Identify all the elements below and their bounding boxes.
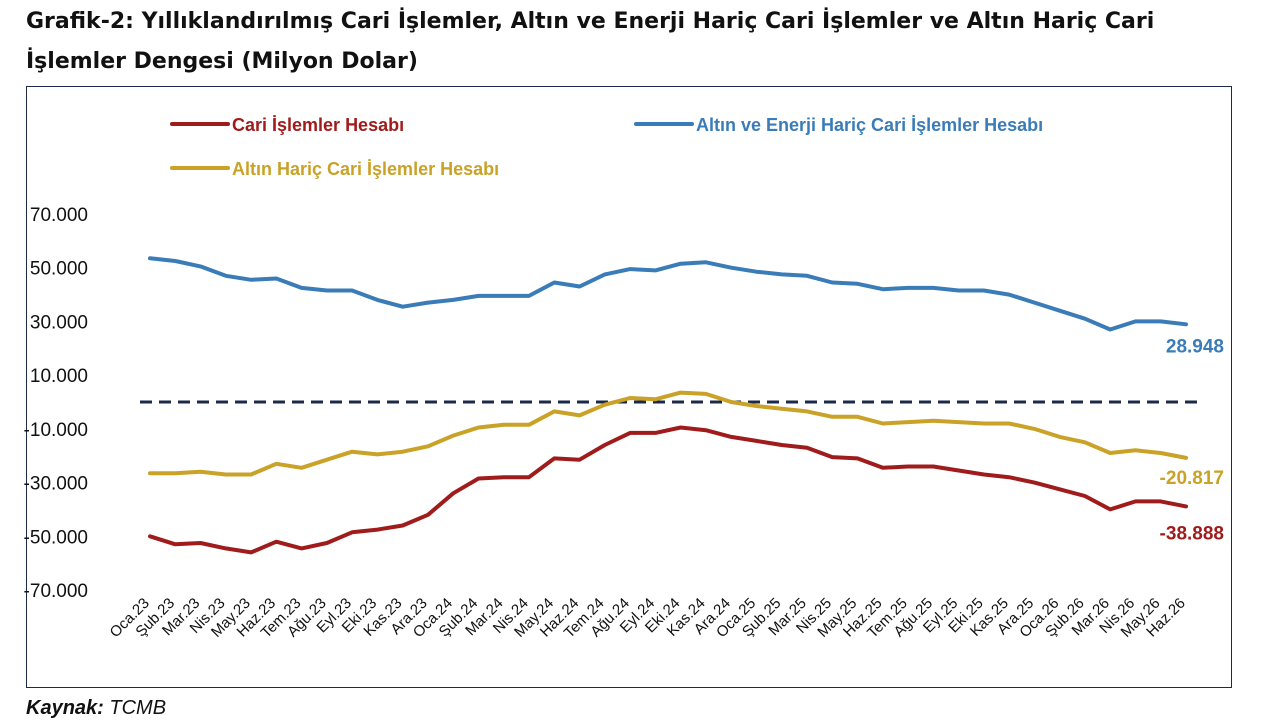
legend-label-2: Altın Hariç Cari İşlemler Hesabı: [232, 159, 499, 179]
end-label-1: 28.948: [1166, 336, 1224, 357]
series-line-2: [148, 390, 1188, 477]
y-tick-label: 30.000: [30, 312, 88, 333]
source-note: Kaynak: TCMB: [26, 697, 166, 720]
source-label: Kaynak:: [26, 697, 104, 719]
y-tick-label: -70.000: [24, 581, 88, 602]
legend-label-0: Cari İşlemler Hesabı: [232, 115, 404, 135]
source-value: TCMB: [103, 697, 167, 719]
y-tick-label: 70.000: [30, 205, 88, 226]
chart-frame: [26, 86, 1232, 688]
page-title: Grafik-2: Yıllıklandırılmış Cari İşlemle…: [26, 9, 1155, 74]
y-tick-label: -30.000: [24, 474, 88, 495]
end-label-0: -38.888: [1160, 523, 1224, 544]
series-line-0: [148, 425, 1188, 555]
series-line-1: [148, 256, 1188, 332]
y-tick-label: 50.000: [30, 259, 88, 280]
y-tick-label: -50.000: [24, 527, 88, 548]
end-label-2: -20.817: [1160, 468, 1224, 489]
y-tick-label: -10.000: [24, 420, 88, 441]
legend-label-1: Altın ve Enerji Hariç Cari İşlemler Hesa…: [696, 115, 1043, 135]
y-tick-label: 10.000: [30, 366, 88, 387]
